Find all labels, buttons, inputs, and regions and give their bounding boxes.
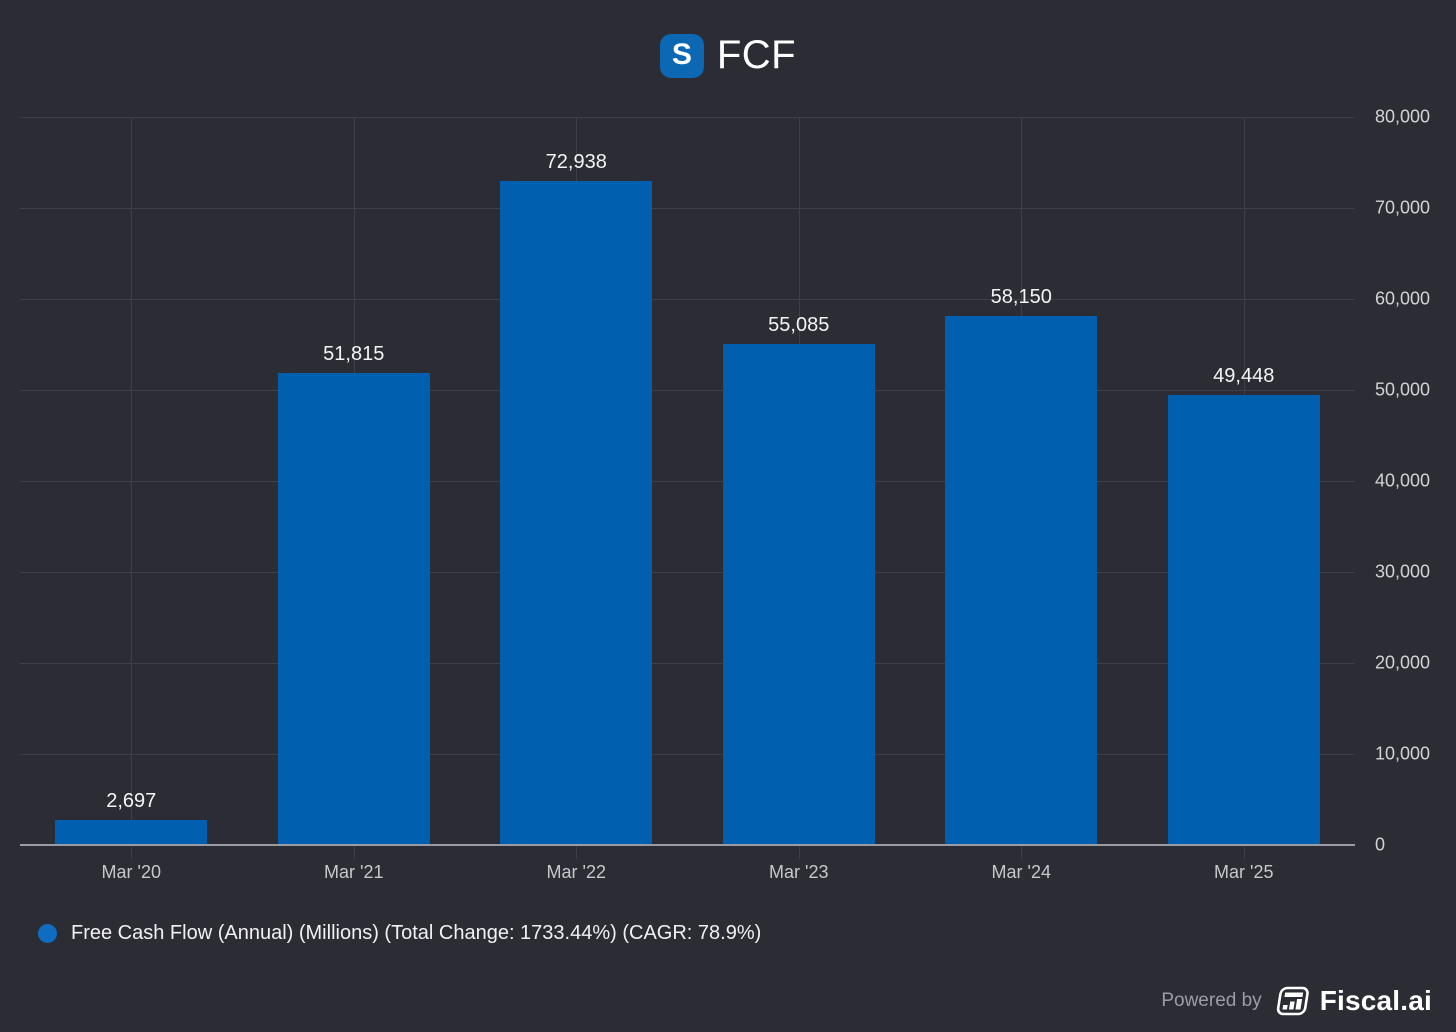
- chart-title: S FCF: [0, 33, 1456, 78]
- legend-item[interactable]: Free Cash Flow (Annual) (Millions) (Tota…: [38, 922, 761, 945]
- bar-mar-20[interactable]: [55, 820, 208, 845]
- bar-mar-23[interactable]: [722, 343, 875, 845]
- gridline-horizontal: [20, 481, 1355, 482]
- gridline-horizontal: [20, 663, 1355, 664]
- bar-value-label: 55,085: [768, 313, 830, 336]
- x-axis-label: Mar '21: [324, 862, 384, 882]
- page-title: FCF: [716, 33, 797, 77]
- y-axis-tick-label: 50,000: [1375, 379, 1431, 400]
- y-axis-tick-label: 40,000: [1375, 470, 1431, 491]
- plot-area: 0 10,000 20,000 30,000 40,000 50,000 60,000 70,…: [20, 107, 1430, 882]
- bar-value-label: 2,697: [106, 790, 157, 813]
- gridline-horizontal: [20, 572, 1355, 573]
- x-axis-line: [20, 844, 1355, 846]
- watermark: Powered by Fiscal.ai: [1161, 984, 1432, 1018]
- gridline-horizontal: [20, 754, 1355, 755]
- bar-mar-22[interactable]: [500, 181, 653, 845]
- legend-label: Free Cash Flow (Annual) (Millions) (Tota…: [71, 922, 762, 944]
- x-axis-label: Mar '24: [991, 862, 1051, 882]
- fiscal-ai-logo-icon: [1273, 984, 1309, 1018]
- bar-value-label: 49,448: [1213, 365, 1275, 388]
- gridline-horizontal: [20, 208, 1355, 209]
- gridline-horizontal: [20, 390, 1355, 391]
- legend-dot-icon: [38, 924, 57, 943]
- bar-value-label: 72,938: [545, 151, 607, 174]
- bar-mar-24[interactable]: [945, 315, 1098, 845]
- bar-value-label: 51,815: [323, 343, 385, 366]
- y-axis-tick-label: 60,000: [1375, 288, 1431, 309]
- x-axis-label: Mar '22: [546, 862, 606, 882]
- gridline-horizontal: [20, 299, 1355, 300]
- y-axis-tick-label: 30,000: [1375, 561, 1431, 582]
- x-axis-label: Mar '20: [101, 862, 161, 882]
- x-axis-label: Mar '25: [1214, 862, 1274, 882]
- y-axis-tick-label: 20,000: [1375, 652, 1431, 673]
- bar-value-label: 58,150: [990, 285, 1052, 308]
- stock-ticker-logo-icon: S: [659, 33, 704, 78]
- stock-logo-letter: S: [671, 37, 692, 71]
- powered-by-label: Powered by: [1161, 990, 1262, 1011]
- gridline-horizontal: [20, 117, 1355, 118]
- bar-mar-21[interactable]: [277, 373, 430, 845]
- x-axis-label: Mar '23: [769, 862, 829, 882]
- fiscal-ai-brand-label: Fiscal.ai: [1319, 985, 1432, 1016]
- gridline-vertical: [131, 117, 133, 859]
- bar-mar-25[interactable]: [1167, 395, 1320, 845]
- y-axis-tick-label: 80,000: [1375, 106, 1431, 127]
- y-axis-tick-label: 0: [1375, 834, 1386, 855]
- y-axis-tick-label: 70,000: [1375, 197, 1431, 218]
- y-axis-tick-label: 10,000: [1375, 743, 1431, 764]
